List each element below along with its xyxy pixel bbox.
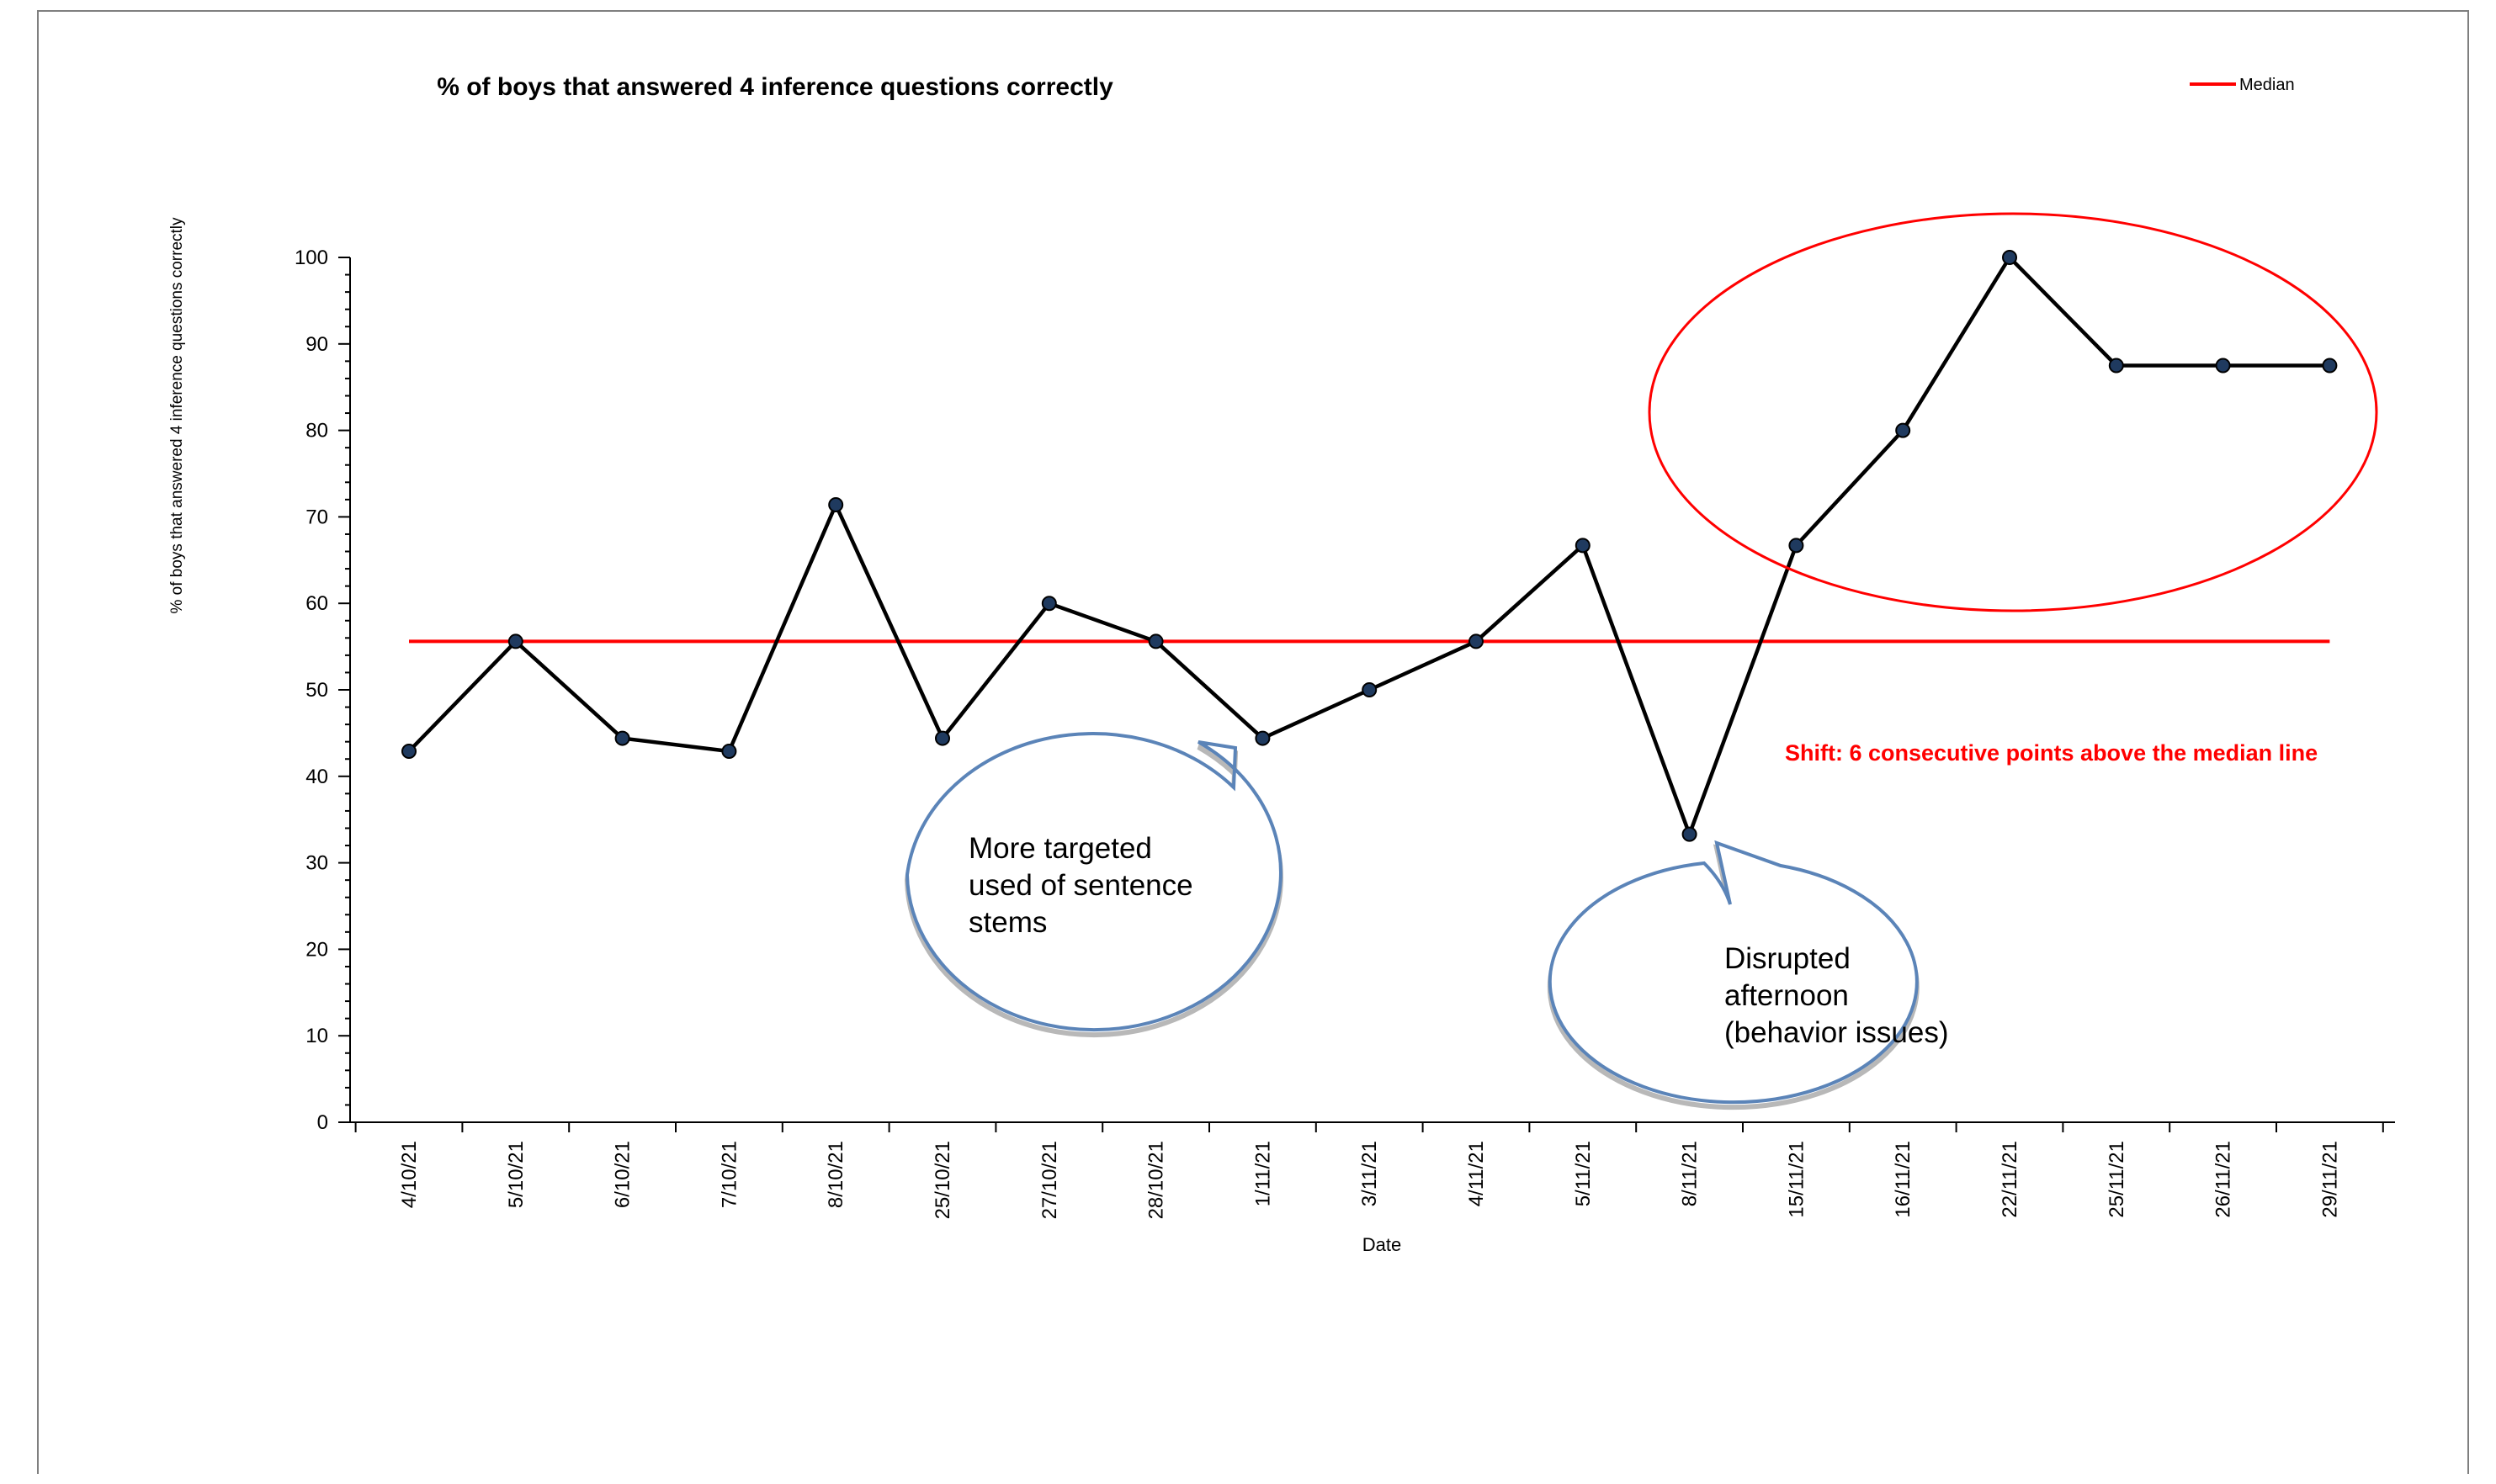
x-tick-label: 22/11/21 xyxy=(1999,1141,2021,1218)
y-tick-label: 30 xyxy=(305,852,328,875)
callout-1-text: More targeted used of sentence stems xyxy=(969,832,1201,939)
x-tick-label: 3/11/21 xyxy=(1358,1141,1381,1206)
data-point xyxy=(507,633,523,649)
x-axis-ticks: 4/10/21 5/10/21 6/10/21 7/10/21 8/10/21 25/10… xyxy=(354,1122,2384,1219)
y-axis-ticks: 0 10 20 30 40 50 60 70 80 90 100 xyxy=(295,246,350,1134)
data-point xyxy=(1468,633,1484,649)
data-point xyxy=(1255,730,1271,746)
x-tick-label: 4/11/21 xyxy=(1465,1141,1488,1206)
callout-2-text: Disrupted afternoon (behavior issues) xyxy=(1724,942,1949,1049)
x-tick-label: 8/10/21 xyxy=(825,1141,847,1208)
x-tick-label: 16/11/21 xyxy=(1892,1141,1914,1218)
callout-2-line-1: Disrupted xyxy=(1724,942,1851,975)
chart-title: % of boys that answered 4 inference ques… xyxy=(437,73,1113,101)
legend: Median xyxy=(2190,76,2295,94)
data-point xyxy=(2215,358,2231,374)
data-point xyxy=(1788,538,1804,554)
data-point xyxy=(2322,358,2338,374)
x-axis-title: Date xyxy=(1362,1234,1401,1255)
y-axis-title: % of boys that answered 4 inference ques… xyxy=(168,217,186,614)
run-chart: % of boys that answered 4 inference ques… xyxy=(168,73,2395,1255)
y-tick-label: 100 xyxy=(295,246,328,269)
x-tick-label: 28/10/21 xyxy=(1145,1141,1168,1219)
y-tick-label: 70 xyxy=(305,506,328,528)
callout-1-bubble xyxy=(905,732,1283,1032)
callout-1-line-3: stems xyxy=(969,906,1047,939)
x-tick-label: 15/11/21 xyxy=(1785,1141,1808,1218)
x-tick-label: 1/11/21 xyxy=(1251,1141,1274,1206)
data-point xyxy=(1575,538,1591,554)
x-tick-label: 6/10/21 xyxy=(612,1141,635,1208)
callout-2-line-2: afternoon xyxy=(1724,979,1849,1012)
x-tick-label: 4/10/21 xyxy=(398,1141,421,1208)
data-point xyxy=(1362,682,1378,697)
x-tick-label: 26/11/21 xyxy=(2212,1141,2235,1218)
data-point xyxy=(1681,826,1697,842)
series-layer xyxy=(401,250,2338,842)
data-point xyxy=(1148,633,1164,649)
chart-frame: % of boys that answered 4 inference ques… xyxy=(37,10,2469,1474)
callout-disrupted-afternoon: Disrupted afternoon (behavior issues) xyxy=(1547,840,1949,1110)
y-tick-label: 10 xyxy=(305,1025,328,1047)
data-point xyxy=(1041,596,1057,612)
callout-1-line-2: used of sentence xyxy=(969,869,1193,902)
callout-sentence-stems: More targeted used of sentence stems xyxy=(904,732,1283,1038)
legend-median-label: Median xyxy=(2239,76,2295,94)
y-tick-label: 20 xyxy=(305,938,328,961)
data-point xyxy=(2108,358,2124,374)
x-tick-label: 5/11/21 xyxy=(1572,1141,1595,1206)
data-point xyxy=(2002,250,2017,265)
y-tick-label: 40 xyxy=(305,766,328,788)
x-tick-label: 8/11/21 xyxy=(1679,1141,1702,1206)
shift-highlight-ellipse xyxy=(1648,212,2378,612)
x-tick-label: 25/10/21 xyxy=(932,1141,954,1219)
x-tick-label: 29/11/21 xyxy=(2318,1141,2341,1218)
x-tick-label: 5/10/21 xyxy=(505,1141,528,1208)
y-tick-label: 50 xyxy=(305,679,328,702)
data-point xyxy=(614,730,630,746)
y-tick-label: 90 xyxy=(305,333,328,356)
shift-annotation: Shift: 6 consecutive points above the me… xyxy=(1785,740,2318,766)
data-point xyxy=(935,730,950,746)
x-tick-label: 27/10/21 xyxy=(1038,1141,1061,1219)
y-tick-label: 80 xyxy=(305,420,328,443)
callout-1-line-1: More targeted xyxy=(969,832,1152,865)
callout-2-bubble xyxy=(1548,840,1919,1105)
data-point xyxy=(721,743,737,759)
y-tick-label: 60 xyxy=(305,592,328,615)
x-tick-label: 7/10/21 xyxy=(718,1141,741,1208)
data-point xyxy=(828,497,844,513)
y-tick-label: 0 xyxy=(317,1111,328,1134)
data-point xyxy=(401,743,417,759)
callout-2-line-3: (behavior issues) xyxy=(1724,1016,1949,1049)
x-tick-label: 25/11/21 xyxy=(2106,1141,2128,1218)
data-point xyxy=(1895,422,1911,438)
